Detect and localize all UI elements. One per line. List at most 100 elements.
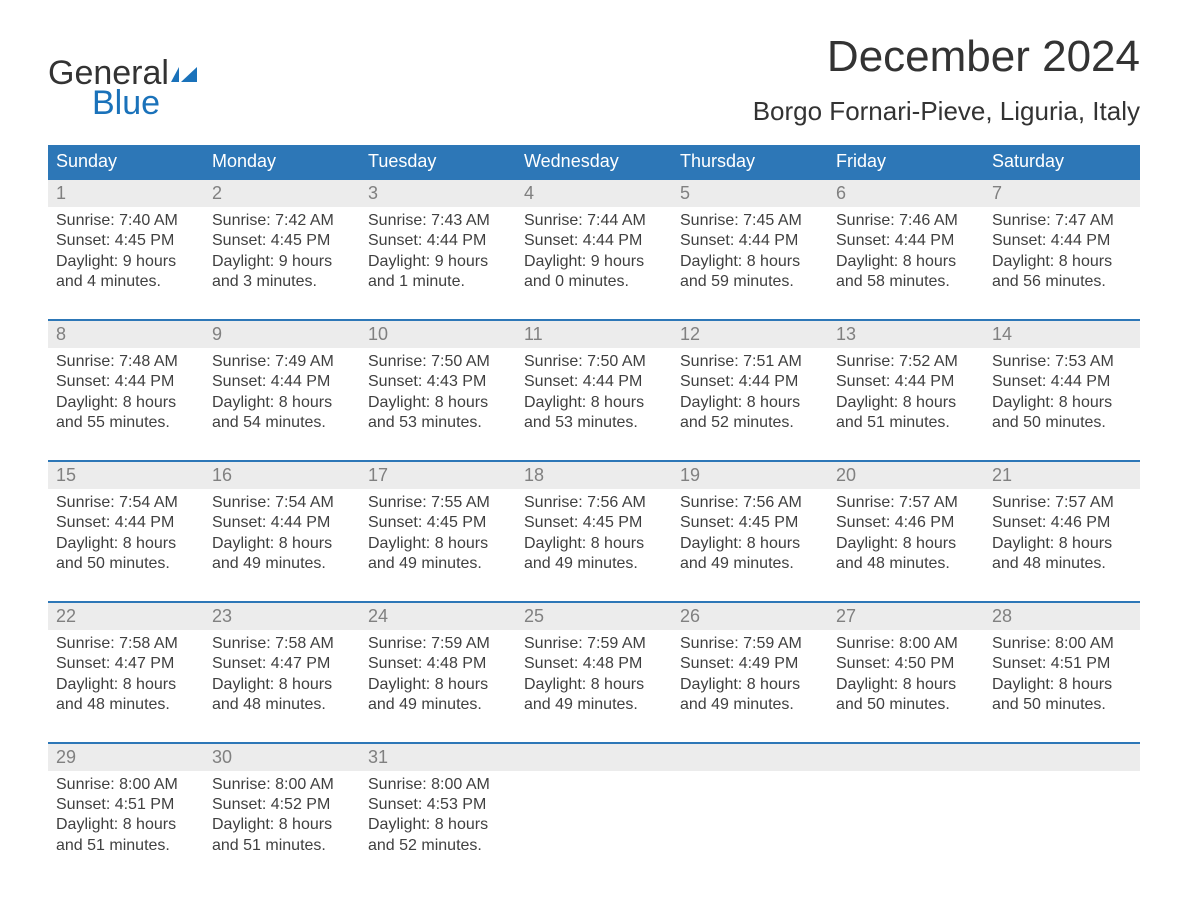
daylight-line-1: Daylight: 8 hours [212, 534, 352, 554]
weekday-header: Sunday [48, 145, 204, 178]
day-cell: Sunrise: 7:57 AMSunset: 4:46 PMDaylight:… [984, 489, 1140, 601]
day-cell: Sunrise: 7:59 AMSunset: 4:49 PMDaylight:… [672, 630, 828, 742]
day-number: 6 [828, 180, 984, 207]
sunset-line: Sunset: 4:46 PM [992, 513, 1132, 533]
sunrise-line: Sunrise: 8:00 AM [56, 775, 196, 795]
day-cell: Sunrise: 8:00 AMSunset: 4:50 PMDaylight:… [828, 630, 984, 742]
logo-flag-icon [171, 64, 201, 88]
day-details: Sunrise: 7:57 AMSunset: 4:46 PMDaylight:… [992, 489, 1132, 575]
sunrise-line: Sunrise: 7:46 AM [836, 211, 976, 231]
day-cell: Sunrise: 7:40 AMSunset: 4:45 PMDaylight:… [48, 207, 204, 319]
title-block: December 2024 Borgo Fornari-Pieve, Ligur… [753, 32, 1140, 127]
sunrise-line: Sunrise: 7:49 AM [212, 352, 352, 372]
day-body-row: Sunrise: 7:58 AMSunset: 4:47 PMDaylight:… [48, 630, 1140, 742]
daylight-line-1: Daylight: 8 hours [680, 393, 820, 413]
day-details: Sunrise: 7:56 AMSunset: 4:45 PMDaylight:… [680, 489, 820, 575]
sunrise-line: Sunrise: 8:00 AM [836, 634, 976, 654]
sunrise-line: Sunrise: 7:57 AM [992, 493, 1132, 513]
sunset-line: Sunset: 4:44 PM [368, 231, 508, 251]
day-details: Sunrise: 7:54 AMSunset: 4:44 PMDaylight:… [56, 489, 196, 575]
day-cell: Sunrise: 8:00 AMSunset: 4:53 PMDaylight:… [360, 771, 516, 883]
daylight-line-1: Daylight: 9 hours [524, 252, 664, 272]
sunrise-line: Sunrise: 7:47 AM [992, 211, 1132, 231]
weekday-header: Monday [204, 145, 360, 178]
sunrise-line: Sunrise: 7:57 AM [836, 493, 976, 513]
daylight-line-2: and 4 minutes. [56, 272, 196, 292]
sunset-line: Sunset: 4:45 PM [524, 513, 664, 533]
sunset-line: Sunset: 4:44 PM [524, 372, 664, 392]
day-cell: Sunrise: 7:50 AMSunset: 4:44 PMDaylight:… [516, 348, 672, 460]
day-cell: Sunrise: 7:54 AMSunset: 4:44 PMDaylight:… [48, 489, 204, 601]
weekday-header: Wednesday [516, 145, 672, 178]
day-body-row: Sunrise: 7:48 AMSunset: 4:44 PMDaylight:… [48, 348, 1140, 460]
weekday-header: Saturday [984, 145, 1140, 178]
day-details: Sunrise: 7:40 AMSunset: 4:45 PMDaylight:… [56, 207, 196, 293]
day-details: Sunrise: 8:00 AMSunset: 4:52 PMDaylight:… [212, 771, 352, 857]
day-number: 20 [828, 462, 984, 489]
day-details: Sunrise: 7:43 AMSunset: 4:44 PMDaylight:… [368, 207, 508, 293]
daylight-line-2: and 51 minutes. [56, 836, 196, 856]
day-details: Sunrise: 7:52 AMSunset: 4:44 PMDaylight:… [836, 348, 976, 434]
day-number [516, 744, 672, 771]
daylight-line-1: Daylight: 8 hours [992, 252, 1132, 272]
day-details: Sunrise: 7:54 AMSunset: 4:44 PMDaylight:… [212, 489, 352, 575]
day-number: 15 [48, 462, 204, 489]
daylight-line-2: and 49 minutes. [524, 695, 664, 715]
daylight-line-2: and 51 minutes. [836, 413, 976, 433]
day-number: 25 [516, 603, 672, 630]
daylight-line-1: Daylight: 8 hours [680, 252, 820, 272]
sunset-line: Sunset: 4:45 PM [368, 513, 508, 533]
logo: General Blue [48, 32, 201, 120]
daylight-line-1: Daylight: 9 hours [368, 252, 508, 272]
day-number: 27 [828, 603, 984, 630]
sunrise-line: Sunrise: 7:58 AM [212, 634, 352, 654]
day-number: 5 [672, 180, 828, 207]
calendar: SundayMondayTuesdayWednesdayThursdayFrid… [48, 145, 1140, 882]
day-details: Sunrise: 7:57 AMSunset: 4:46 PMDaylight:… [836, 489, 976, 575]
daylight-line-1: Daylight: 8 hours [992, 393, 1132, 413]
day-number: 19 [672, 462, 828, 489]
calendar-week: 293031Sunrise: 8:00 AMSunset: 4:51 PMDay… [48, 742, 1140, 883]
daylight-line-2: and 50 minutes. [56, 554, 196, 574]
daylight-line-2: and 0 minutes. [524, 272, 664, 292]
sunset-line: Sunset: 4:44 PM [992, 231, 1132, 251]
daylight-line-1: Daylight: 8 hours [524, 675, 664, 695]
daylight-line-1: Daylight: 8 hours [680, 675, 820, 695]
daylight-line-2: and 49 minutes. [368, 695, 508, 715]
day-details: Sunrise: 7:58 AMSunset: 4:47 PMDaylight:… [56, 630, 196, 716]
day-cell: Sunrise: 7:42 AMSunset: 4:45 PMDaylight:… [204, 207, 360, 319]
day-cell: Sunrise: 7:48 AMSunset: 4:44 PMDaylight:… [48, 348, 204, 460]
sunset-line: Sunset: 4:51 PM [56, 795, 196, 815]
day-details: Sunrise: 8:00 AMSunset: 4:50 PMDaylight:… [836, 630, 976, 716]
day-cell: Sunrise: 7:52 AMSunset: 4:44 PMDaylight:… [828, 348, 984, 460]
day-number: 11 [516, 321, 672, 348]
daylight-line-2: and 58 minutes. [836, 272, 976, 292]
weekday-header: Friday [828, 145, 984, 178]
daylight-line-1: Daylight: 8 hours [212, 675, 352, 695]
location: Borgo Fornari-Pieve, Liguria, Italy [753, 96, 1140, 127]
day-cell: Sunrise: 7:54 AMSunset: 4:44 PMDaylight:… [204, 489, 360, 601]
day-details: Sunrise: 7:53 AMSunset: 4:44 PMDaylight:… [992, 348, 1132, 434]
day-number: 4 [516, 180, 672, 207]
daylight-line-1: Daylight: 8 hours [992, 675, 1132, 695]
daylight-line-1: Daylight: 8 hours [56, 815, 196, 835]
daylight-line-1: Daylight: 8 hours [680, 534, 820, 554]
day-cell [984, 771, 1140, 883]
sunset-line: Sunset: 4:44 PM [680, 231, 820, 251]
sunrise-line: Sunrise: 7:51 AM [680, 352, 820, 372]
day-cell: Sunrise: 7:46 AMSunset: 4:44 PMDaylight:… [828, 207, 984, 319]
day-number [672, 744, 828, 771]
day-body-row: Sunrise: 7:54 AMSunset: 4:44 PMDaylight:… [48, 489, 1140, 601]
daylight-line-1: Daylight: 8 hours [524, 393, 664, 413]
calendar-week: 15161718192021Sunrise: 7:54 AMSunset: 4:… [48, 460, 1140, 601]
daylight-line-2: and 52 minutes. [368, 836, 508, 856]
day-details: Sunrise: 7:50 AMSunset: 4:43 PMDaylight:… [368, 348, 508, 434]
day-details: Sunrise: 7:46 AMSunset: 4:44 PMDaylight:… [836, 207, 976, 293]
day-details: Sunrise: 7:51 AMSunset: 4:44 PMDaylight:… [680, 348, 820, 434]
day-number: 8 [48, 321, 204, 348]
sunset-line: Sunset: 4:45 PM [212, 231, 352, 251]
daynum-row: 1234567 [48, 180, 1140, 207]
sunset-line: Sunset: 4:52 PM [212, 795, 352, 815]
sunrise-line: Sunrise: 8:00 AM [368, 775, 508, 795]
sunset-line: Sunset: 4:48 PM [524, 654, 664, 674]
